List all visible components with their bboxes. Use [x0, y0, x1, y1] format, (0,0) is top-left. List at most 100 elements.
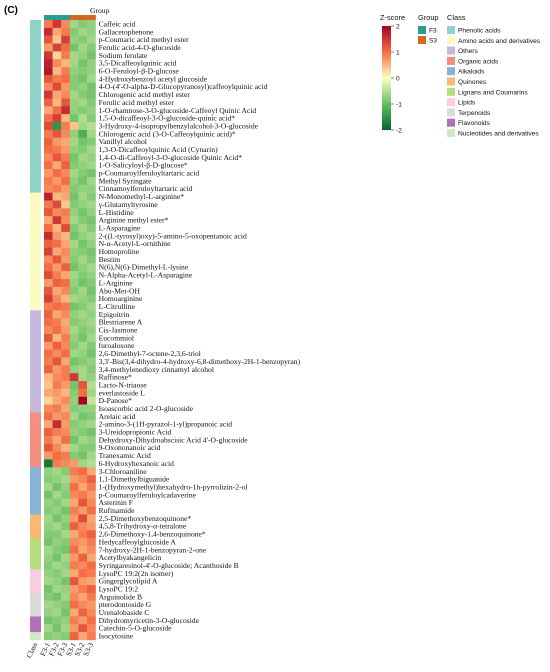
- class-bar-cell: [30, 428, 41, 437]
- class-bar-cell: [30, 231, 41, 240]
- heatmap-cell: [78, 530, 88, 539]
- row-label: 1,4-O-di-Caffeoyl-3-O-glucoside Quinic A…: [99, 153, 243, 162]
- heatmap-cell: [44, 137, 53, 146]
- heatmap-cell: [44, 333, 53, 342]
- row-label: Ferulic acid methyl ester: [99, 98, 175, 107]
- heatmap-cell: [52, 585, 62, 594]
- heatmap-cell: [44, 435, 53, 444]
- heatmap-cell: [87, 255, 96, 264]
- heatmap-cell: [52, 357, 62, 366]
- heatmap-cell: [44, 302, 53, 311]
- heatmap-cell: [78, 381, 88, 390]
- class-bar-cell: [30, 592, 41, 601]
- heatmap-cell: [78, 514, 88, 523]
- heatmap-cell: [78, 208, 88, 217]
- heatmap-cell: [69, 537, 79, 547]
- heatmap-cell: [52, 161, 62, 170]
- class-legend-swatch: [447, 108, 455, 117]
- heatmap-cell: [78, 278, 88, 288]
- heatmap-cell: [78, 286, 88, 295]
- heatmap-cell: [87, 122, 96, 131]
- heatmap-cell: [78, 451, 88, 460]
- heatmap-cell: [61, 396, 70, 405]
- heatmap-cell: [87, 326, 96, 335]
- heatmap-cell: [44, 459, 53, 468]
- zscore-ticks: 2 1 0 -1 -2: [391, 23, 402, 134]
- heatmap-cell: [52, 20, 62, 29]
- heatmap-cell: [44, 208, 53, 217]
- heatmap-cell: [52, 341, 62, 350]
- row-label: Arelaic acid: [99, 412, 136, 421]
- heatmap-cell: [44, 239, 53, 248]
- heatmap-cell: [44, 341, 53, 350]
- heatmap-cell: [61, 247, 70, 256]
- heatmap-cell: [61, 278, 70, 288]
- heatmap-cell: [78, 82, 88, 91]
- heatmap-cell: [78, 396, 88, 405]
- class-legend-swatch: [447, 87, 455, 96]
- row-label: 9-Oxononanoic acid: [99, 443, 161, 452]
- class-legend-label: Amino acids and derivatives: [458, 38, 541, 45]
- heatmap-cell: [87, 106, 96, 115]
- heatmap-cell: [69, 74, 79, 83]
- heatmap-cell: [78, 59, 88, 68]
- heatmap-cell: [87, 388, 96, 397]
- heatmap-cell: [78, 592, 88, 601]
- zscore-legend: Z-score 2 1 0 -1 -2: [380, 13, 405, 134]
- heatmap-cell: [78, 114, 88, 123]
- heatmap-cell: [61, 624, 70, 633]
- heatmap-cell: [69, 137, 79, 146]
- row-label: 3-Chloroaniline: [99, 467, 148, 476]
- heatmap-cell: [87, 569, 96, 578]
- class-bar-cell: [30, 624, 41, 633]
- heatmap-cell: [87, 98, 96, 107]
- heatmap-cell: [87, 169, 96, 178]
- heatmap-cell: [52, 365, 62, 374]
- class-bar-cell: [30, 82, 41, 91]
- class-bar-cell: [30, 161, 41, 170]
- heatmap-cell: [69, 294, 79, 303]
- row-label: Caffeic acid: [99, 19, 136, 28]
- heatmap-cell: [61, 616, 70, 625]
- heatmap-cell: [44, 561, 53, 570]
- heatmap-cell: [78, 388, 88, 397]
- heatmap-cell: [87, 577, 96, 586]
- heatmap-cell: [78, 294, 88, 303]
- row-label: N-α-Acetyl-L-ornithine: [99, 239, 172, 248]
- heatmap-cell: [69, 271, 79, 280]
- heatmap-cell: [61, 74, 70, 83]
- heatmap-cell: [78, 239, 88, 248]
- heatmap-cell: [87, 231, 96, 240]
- class-legend-swatch: [447, 36, 455, 45]
- heatmap-cell: [44, 59, 53, 68]
- class-bar-cell: [30, 59, 41, 68]
- class-bar-cell: [30, 51, 41, 60]
- row-label: 1-O-rhamnose-3-O-glucoside-Caffeoyl Quin…: [99, 106, 257, 115]
- group-bar-cell: [61, 15, 70, 20]
- heatmap-cell: [52, 263, 62, 272]
- heatmap-cell: [69, 585, 79, 594]
- heatmap-cell: [52, 404, 62, 413]
- heatmap-cell: [69, 608, 79, 617]
- heatmap-cell: [78, 349, 88, 358]
- class-legend: Class Phenolic acids Amino acids and deri…: [447, 13, 541, 138]
- class-bar-cell: [30, 530, 41, 539]
- heatmap-cell: [52, 255, 62, 264]
- row-label: N(6),N(6)-Dimethyl-L-lysine: [99, 263, 189, 272]
- heatmap-cell: [44, 326, 53, 335]
- heatmap-cell: [61, 404, 70, 413]
- heatmap-cell: [44, 365, 53, 374]
- heatmap-cell: [52, 74, 62, 83]
- heatmap-cell: [78, 216, 88, 225]
- heatmap-cell: [52, 98, 62, 107]
- heatmap-cell: [52, 51, 62, 60]
- heatmap-cell: [69, 459, 79, 468]
- row-label: Arginine methyl ester*: [99, 216, 169, 225]
- heatmap-cell: [87, 530, 96, 539]
- heatmap-cell: [61, 514, 70, 523]
- row-label: Chlorogenic acid methyl ester: [99, 90, 191, 99]
- heatmap-cell: [78, 255, 88, 264]
- heatmap-cell: [78, 271, 88, 280]
- heatmap-cell: [69, 318, 79, 327]
- heatmap-cell: [78, 490, 88, 499]
